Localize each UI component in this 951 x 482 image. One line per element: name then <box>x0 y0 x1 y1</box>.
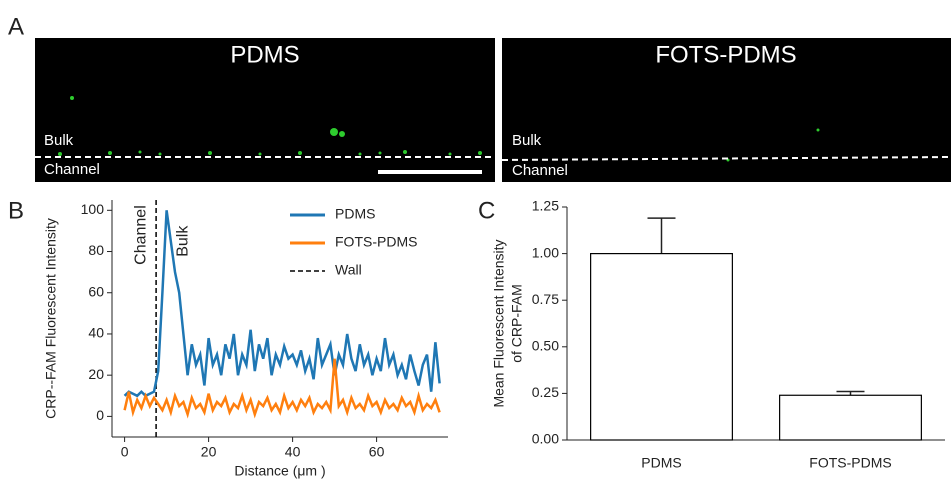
x-tick-label: 0 <box>121 444 129 460</box>
data-line <box>123 358 441 419</box>
y-tick-label: 0.50 <box>532 338 559 354</box>
micrograph: FOTS-PDMS Bulk Channel <box>501 38 951 182</box>
panel-letter: B <box>8 197 24 224</box>
annotation: Bulk <box>175 225 192 257</box>
y-tick-label: 0.75 <box>532 291 559 307</box>
y-axis-label: CRP--FAM Fluorescent Intensity <box>43 218 59 419</box>
y-tick-label: 1.25 <box>532 198 559 214</box>
y-tick-label: 80 <box>88 242 104 258</box>
y-tick-label: 1.00 <box>532 244 559 260</box>
micrograph: PDMS Bulk Channel <box>35 38 495 182</box>
annotation: Channel <box>133 205 150 265</box>
legend-label: PDMS <box>335 206 375 222</box>
x-tick-label: PDMS <box>641 455 681 471</box>
x-tick-label: 40 <box>285 444 301 460</box>
image-label: Channel <box>44 161 100 178</box>
y-tick-label: 20 <box>88 366 104 382</box>
y-axis-label: of CRP-FAM <box>509 284 525 363</box>
image-label: Bulk <box>512 132 542 149</box>
image-title: FOTS-PDMS <box>655 41 796 68</box>
legend-label: FOTS-PDMS <box>335 234 417 250</box>
image-title: PDMS <box>230 41 299 68</box>
panel-letter: A <box>8 13 24 40</box>
legend-label: Wall <box>335 262 362 278</box>
y-tick-label: 40 <box>88 325 104 341</box>
x-axis-label: Distance (μm ) <box>234 463 325 479</box>
bar <box>590 253 733 441</box>
y-tick-label: 0.25 <box>532 384 559 400</box>
panel-letter: C <box>478 197 495 224</box>
x-tick-label: 20 <box>201 444 217 460</box>
bar <box>779 394 922 441</box>
x-tick-label: FOTS-PDMS <box>809 455 891 471</box>
y-tick-label: 0 <box>96 407 104 423</box>
data-line <box>123 210 441 398</box>
image-label: Bulk <box>44 132 74 149</box>
y-axis-label: Mean Fluorescent Intensity <box>491 239 507 407</box>
y-tick-label: 100 <box>81 201 105 217</box>
image-label: Channel <box>512 162 568 179</box>
y-tick-label: 60 <box>88 283 104 299</box>
x-tick-label: 60 <box>369 444 385 460</box>
y-tick-label: 0.00 <box>532 431 559 447</box>
